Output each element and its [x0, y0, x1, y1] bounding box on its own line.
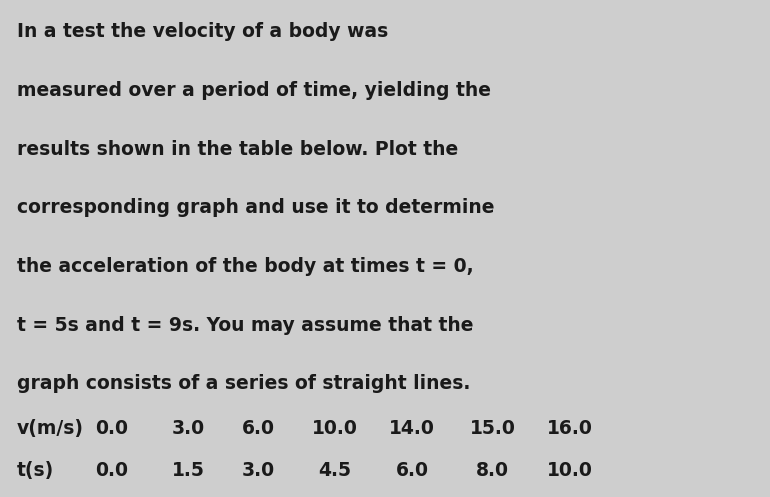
Text: 8.0: 8.0 — [477, 461, 509, 481]
Text: 4.5: 4.5 — [319, 461, 351, 481]
Text: the acceleration of the body at times t = 0,: the acceleration of the body at times t … — [17, 257, 474, 276]
Text: 0.0: 0.0 — [95, 461, 128, 481]
Text: graph consists of a series of straight lines.: graph consists of a series of straight l… — [17, 374, 470, 393]
Text: 15.0: 15.0 — [470, 419, 516, 438]
Text: 10.0: 10.0 — [547, 461, 593, 481]
Text: corresponding graph and use it to determine: corresponding graph and use it to determ… — [17, 198, 494, 217]
Text: measured over a period of time, yielding the: measured over a period of time, yielding… — [17, 81, 491, 100]
Text: t(s): t(s) — [17, 461, 54, 481]
Text: 14.0: 14.0 — [389, 419, 435, 438]
Text: 3.0: 3.0 — [172, 419, 206, 438]
Text: 10.0: 10.0 — [312, 419, 358, 438]
Text: 1.5: 1.5 — [172, 461, 205, 481]
Text: 3.0: 3.0 — [241, 461, 275, 481]
Text: In a test the velocity of a body was: In a test the velocity of a body was — [17, 22, 388, 41]
Text: t = 5s and t = 9s. You may assume that the: t = 5s and t = 9s. You may assume that t… — [17, 316, 474, 334]
Text: 0.0: 0.0 — [95, 419, 128, 438]
Text: 6.0: 6.0 — [396, 461, 428, 481]
Text: results shown in the table below. Plot the: results shown in the table below. Plot t… — [17, 140, 458, 159]
Text: 16.0: 16.0 — [547, 419, 593, 438]
Text: 6.0: 6.0 — [242, 419, 274, 438]
Text: v(m/s): v(m/s) — [17, 419, 84, 438]
